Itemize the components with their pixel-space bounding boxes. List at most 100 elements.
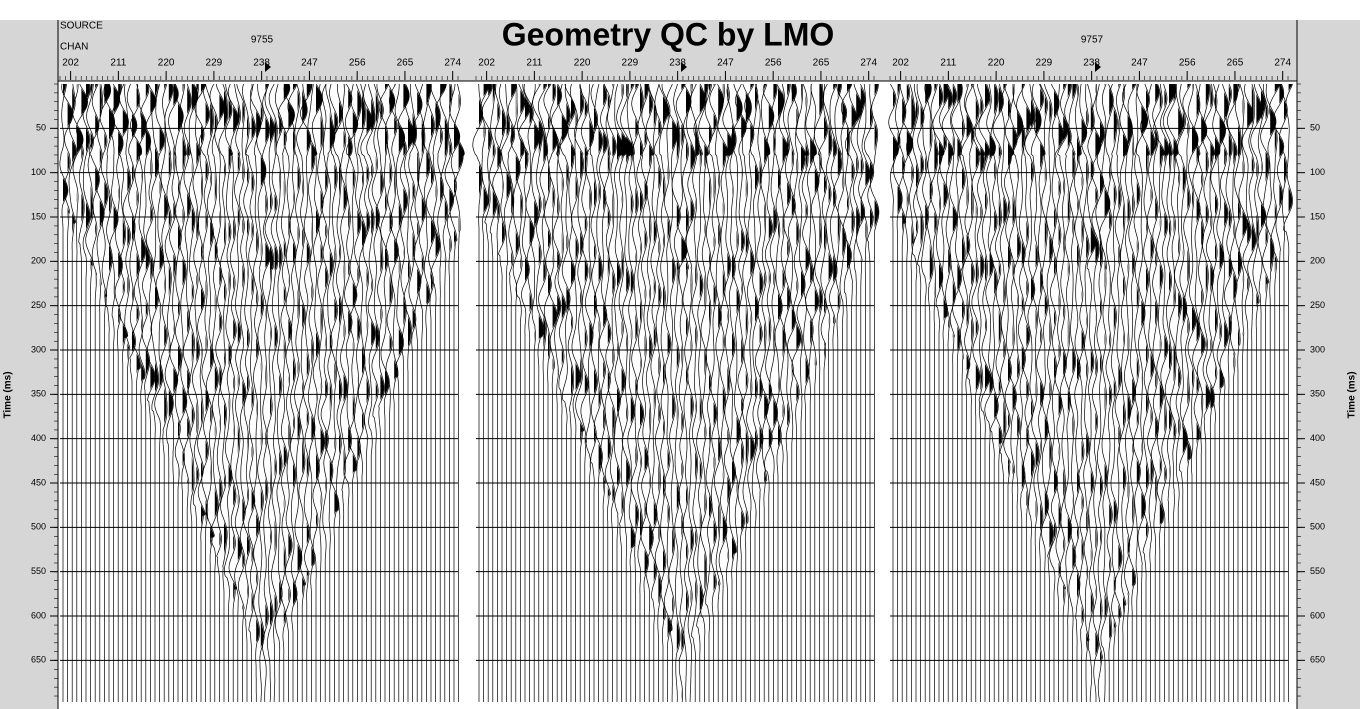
y-tick-label: 500: [31, 522, 46, 532]
channel-label: 229: [622, 58, 639, 69]
y-tick-label: 150: [1310, 211, 1325, 221]
trace: [1269, 83, 1281, 702]
trace: [782, 83, 792, 702]
trace: [603, 83, 612, 702]
trace: [360, 83, 373, 702]
trace: [1160, 83, 1170, 702]
trace: [307, 83, 318, 702]
trace: [675, 83, 688, 703]
trace-fill: [962, 84, 965, 702]
trace-fill: [534, 84, 540, 702]
trace: [99, 83, 112, 702]
trace: [653, 83, 662, 702]
trace-fill: [1146, 84, 1150, 702]
trace-fill: [548, 84, 551, 702]
trace-fill: [1150, 84, 1155, 702]
trace: [1257, 83, 1267, 702]
trace-fill: [1113, 84, 1117, 702]
trace: [523, 83, 535, 702]
channel-label: 256: [765, 58, 782, 69]
trace: [444, 83, 455, 702]
trace: [971, 83, 981, 702]
trace: [690, 83, 700, 702]
trace: [984, 83, 996, 702]
trace: [1105, 83, 1114, 702]
trace: [1167, 84, 1179, 702]
trace: [1219, 83, 1229, 702]
trace: [187, 83, 199, 702]
trace: [1283, 83, 1293, 702]
trace-fill: [874, 84, 879, 702]
trace: [556, 83, 569, 702]
trace-fill: [1215, 84, 1220, 702]
trace-fill: [975, 84, 980, 702]
trace: [145, 83, 157, 702]
trace: [941, 83, 954, 702]
channel-label: 247: [301, 58, 318, 69]
trace: [411, 83, 423, 702]
trace: [454, 83, 465, 702]
y-tick-label: 350: [1310, 389, 1325, 399]
trace: [551, 83, 563, 702]
trace: [1040, 83, 1050, 702]
trace: [227, 83, 239, 702]
trace: [1227, 83, 1239, 702]
trace: [906, 83, 916, 702]
trace-fill: [168, 84, 173, 702]
trace: [82, 83, 91, 702]
y-tick-label: 500: [1310, 522, 1325, 532]
trace-fill: [306, 84, 311, 702]
trace-fill: [718, 84, 724, 702]
trace: [118, 83, 129, 702]
trace-fill: [833, 84, 837, 702]
trace: [256, 83, 267, 703]
trace: [778, 83, 789, 702]
trace-fill: [681, 84, 687, 702]
trace-fill: [366, 84, 373, 702]
trace: [1044, 83, 1054, 702]
trace: [640, 83, 649, 702]
trace-fill: [934, 84, 938, 702]
trace: [548, 83, 558, 702]
trace: [1122, 83, 1133, 702]
trace: [492, 83, 503, 702]
channel-label: 211: [110, 58, 126, 69]
trace-fill: [948, 84, 954, 702]
y-tick-label: 400: [1310, 433, 1325, 443]
trace-group: [472, 83, 880, 703]
trace-fill: [626, 84, 632, 702]
trace-fill: [1251, 84, 1256, 702]
trace-fill: [256, 84, 261, 702]
trace: [1119, 83, 1129, 702]
trace: [311, 83, 323, 702]
trace: [137, 84, 147, 702]
trace-fill: [247, 84, 250, 702]
trace-fill: [191, 84, 198, 702]
trace: [283, 83, 295, 702]
trace-fill: [925, 84, 932, 702]
trace-fill: [787, 84, 791, 702]
trace-fill: [571, 84, 576, 702]
trace: [95, 83, 105, 702]
trace: [68, 83, 77, 702]
trace-fill: [506, 84, 511, 702]
trace-fill: [1210, 84, 1215, 702]
trace: [579, 83, 589, 702]
y-tick-label: 250: [1310, 300, 1325, 310]
y-tick-label: 650: [31, 655, 46, 665]
trace: [731, 83, 743, 702]
trace: [1182, 83, 1192, 702]
trace-fill: [1123, 84, 1128, 702]
trace: [1030, 83, 1042, 702]
trace: [397, 83, 410, 702]
trace-fill: [658, 84, 661, 702]
trace: [88, 83, 100, 702]
trace: [122, 83, 132, 702]
trace: [1086, 83, 1097, 702]
trace: [192, 83, 202, 702]
trace: [1234, 83, 1243, 702]
trace-fill: [603, 84, 608, 702]
trace: [999, 83, 1008, 702]
header-bar: [58, 20, 1297, 81]
channel-label: 274: [444, 58, 461, 69]
